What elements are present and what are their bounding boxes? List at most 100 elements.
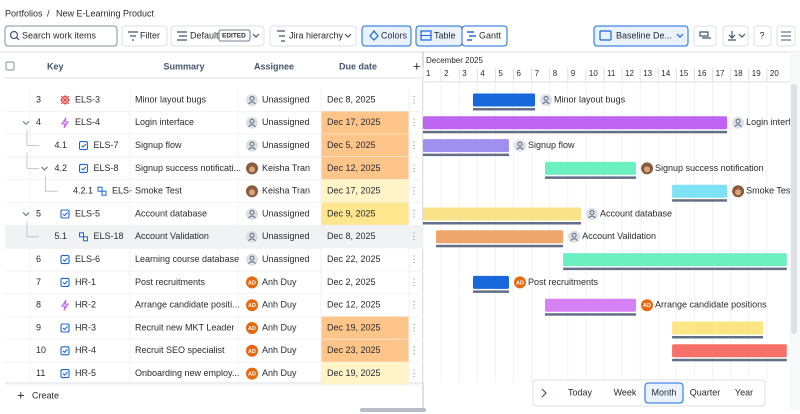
day-label: 16 — [698, 69, 707, 78]
bar-label: Arrange candidate positions — [655, 300, 767, 310]
baseline-label: Baseline De... — [616, 30, 672, 40]
avatar-head — [249, 96, 255, 101]
task-icon — [62, 280, 68, 285]
avatar-head — [735, 118, 741, 124]
gantt-bar[interactable] — [544, 298, 637, 312]
zoom-selected[interactable] — [644, 382, 684, 404]
day-label: 17 — [716, 69, 725, 78]
day-label: 7 — [535, 69, 540, 78]
row-menu[interactable]: ⋮ — [410, 94, 419, 104]
row-menu[interactable]: ⋮ — [410, 300, 419, 310]
view-label: Default — [190, 30, 219, 40]
column-header[interactable]: Summary — [163, 61, 204, 71]
avatar-body — [542, 101, 550, 105]
gantt-bar[interactable] — [423, 207, 582, 221]
row-menu[interactable]: ⋮ — [410, 322, 419, 332]
h-scroll[interactable] — [360, 408, 426, 412]
day-label: 9 — [571, 69, 576, 78]
assignee: Anh Duy — [262, 277, 297, 287]
gantt-bar[interactable] — [423, 139, 509, 153]
create-label[interactable]: Create — [32, 390, 59, 400]
row-menu[interactable]: ⋮ — [410, 277, 419, 287]
gantt-bar[interactable] — [672, 321, 764, 335]
day-label: 10 — [589, 69, 598, 78]
gantt-bar[interactable] — [544, 161, 637, 175]
gantt-bar[interactable] — [563, 253, 787, 267]
row-menu[interactable]: ⋮ — [410, 208, 419, 218]
expand-caret[interactable] — [22, 120, 30, 126]
row-menu[interactable]: ⋮ — [410, 186, 419, 196]
avatar — [641, 299, 654, 312]
task-icon — [78, 163, 89, 173]
expand-caret[interactable] — [22, 212, 30, 217]
zoom-option[interactable]: Year — [735, 387, 753, 397]
baseline-bar — [423, 153, 509, 157]
row-menu[interactable]: ⋮ — [410, 368, 419, 378]
chevron — [676, 33, 684, 38]
filter-button[interactable] — [121, 25, 168, 47]
task-icon — [60, 209, 70, 219]
row-menu[interactable]: ⋮ — [410, 345, 419, 355]
epic-icon — [60, 299, 70, 311]
issue-key[interactable]: ELS-3 — [75, 94, 100, 104]
export-button[interactable] — [722, 25, 749, 47]
scroll-thumb[interactable] — [791, 84, 797, 334]
column-header[interactable]: Key — [47, 61, 64, 71]
issue-key[interactable]: ELS-7 — [94, 140, 119, 150]
issue-key[interactable]: HR-3 — [75, 322, 96, 332]
avatar-head — [589, 210, 595, 215]
zoom-option[interactable]: Today — [568, 387, 593, 397]
settings-icon — [781, 31, 791, 41]
add-column[interactable]: + — [413, 58, 421, 73]
issue-key[interactable]: ELS- — [112, 186, 132, 196]
issue-key[interactable]: ELS-8 — [94, 163, 119, 173]
due-date: Dec 12, 2025 — [327, 163, 381, 173]
issue-key[interactable]: HR-2 — [75, 300, 96, 310]
breadcrumb[interactable]: Portfolios — [5, 8, 43, 18]
issue-key[interactable]: ELS-6 — [75, 254, 100, 264]
search-box[interactable] — [4, 25, 118, 47]
gantt-button[interactable] — [461, 25, 508, 47]
expand-caret[interactable] — [41, 166, 48, 171]
baseline-button[interactable] — [593, 25, 689, 47]
issue-key[interactable]: HR-5 — [75, 368, 96, 378]
issue-key[interactable]: HR-4 — [75, 345, 96, 355]
column-header[interactable]: Due date — [339, 61, 377, 71]
breadcrumb[interactable]: New E-Learning Product — [56, 8, 155, 18]
gantt-bar[interactable] — [472, 275, 509, 289]
hierarchy-button[interactable] — [269, 25, 357, 47]
baseline-icon — [599, 30, 612, 41]
day-label: 13 — [643, 69, 652, 78]
assignee: Unassigned — [262, 208, 310, 218]
gantt-bar[interactable] — [436, 230, 564, 244]
due-cell — [321, 88, 409, 112]
zoom-option[interactable]: Month — [651, 387, 676, 397]
due-date: Dec 23, 2025 — [327, 345, 381, 355]
row-menu[interactable]: ⋮ — [410, 254, 419, 264]
avatar-body — [248, 261, 256, 264]
select-all-checkbox[interactable] — [5, 61, 15, 71]
gantt-bar[interactable] — [672, 344, 787, 358]
issue-key[interactable]: ELS-5 — [75, 208, 100, 218]
zoom-option[interactable]: Quarter — [690, 387, 721, 397]
row-menu[interactable]: ⋮ — [410, 140, 419, 150]
gantt-bar[interactable] — [423, 116, 728, 130]
due-date: Dec 19, 2025 — [327, 322, 381, 332]
task-icon — [62, 371, 68, 376]
gantt-bar[interactable] — [672, 184, 728, 198]
column-header[interactable]: Assignee — [254, 61, 294, 71]
avatar-face — [249, 189, 255, 196]
row-menu[interactable]: ⋮ — [410, 163, 419, 173]
row-menu[interactable]: ⋮ — [410, 117, 419, 127]
due-date: Dec 17, 2025 — [327, 117, 381, 127]
issue-key[interactable]: HR-1 — [75, 277, 96, 287]
zoom-next[interactable] — [541, 388, 547, 398]
help-button[interactable] — [753, 25, 772, 47]
issue-key[interactable]: ELS-4 — [75, 117, 100, 127]
zoom-option[interactable]: Week — [614, 387, 637, 397]
gantt-bar[interactable] — [472, 93, 536, 107]
create-icon: + — [17, 387, 25, 402]
row-menu[interactable]: ⋮ — [410, 231, 419, 241]
task-icon — [81, 166, 87, 171]
issue-key[interactable]: ELS-18 — [94, 231, 124, 241]
